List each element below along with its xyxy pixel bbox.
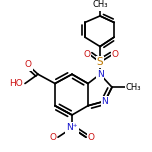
Text: O: O [83, 50, 90, 59]
Text: HO: HO [9, 79, 23, 88]
Text: O: O [49, 133, 56, 142]
Text: CH₃: CH₃ [126, 83, 142, 92]
Text: O: O [88, 133, 95, 142]
Text: N: N [97, 70, 103, 79]
Text: N⁺: N⁺ [66, 123, 78, 132]
Text: O: O [112, 50, 119, 59]
Text: S: S [97, 57, 103, 67]
Text: CH₃: CH₃ [92, 0, 108, 9]
Text: N: N [102, 97, 108, 106]
Text: O: O [24, 60, 31, 69]
